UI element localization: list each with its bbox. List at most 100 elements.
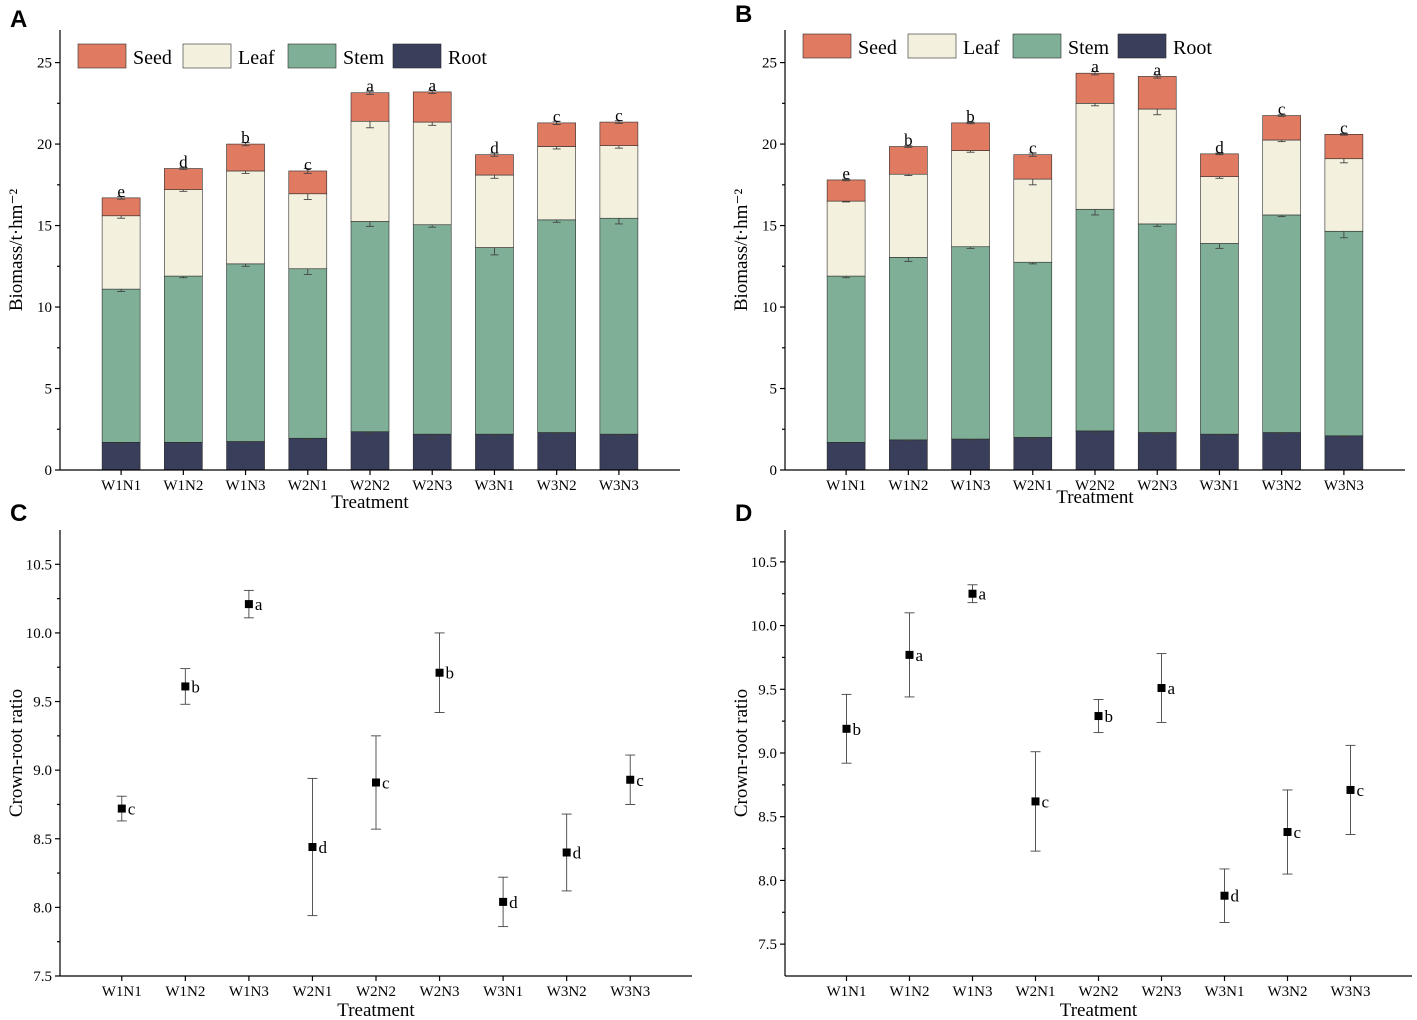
legend-swatch-leaf (182, 43, 232, 69)
bar-seed (1324, 133, 1364, 160)
significance-letter: b (1105, 707, 1114, 726)
x-tick-label: W2N1 (292, 984, 332, 1000)
significance-letter: a (1153, 60, 1161, 79)
x-tick-label: W1N3 (953, 984, 993, 1000)
bar-root (951, 438, 990, 471)
panel-letter: C (10, 500, 27, 527)
legend-label: Stem (1068, 37, 1110, 59)
bar-seed (412, 91, 452, 123)
bar-root (412, 433, 452, 471)
legend-swatch-stem (287, 43, 337, 69)
y-tick-label: 8.5 (33, 832, 52, 848)
bar-seed (475, 154, 514, 176)
bar-seed (288, 170, 328, 195)
significance-letter: c (1042, 792, 1050, 811)
bar-stem (1200, 243, 1239, 435)
bar-leaf (1262, 139, 1301, 216)
x-tick-label: W2N1 (1016, 984, 1056, 1000)
y-tick-label: 10 (37, 300, 52, 316)
bar-leaf (288, 193, 328, 270)
y-tick-label: 8.5 (758, 810, 777, 826)
bar-root (288, 437, 328, 471)
panel-letter: D (735, 500, 752, 527)
bar-root (475, 433, 514, 471)
y-tick-label: 15 (37, 219, 52, 235)
bar-stem (537, 219, 576, 433)
bar-stem (226, 263, 265, 442)
y-tick-label: 8.0 (758, 873, 777, 889)
significance-letter: d (509, 893, 518, 912)
x-tick-label: W1N1 (827, 984, 867, 1000)
significance-letter: e (842, 164, 850, 183)
x-tick-label: W2N3 (420, 984, 460, 1000)
y-tick-label: 20 (762, 137, 777, 153)
significance-letter: c (382, 774, 390, 793)
bar-stem (412, 224, 452, 435)
data-point (842, 724, 851, 733)
y-tick-label: 25 (37, 56, 52, 72)
x-tick-label: W1N2 (890, 984, 930, 1000)
bar-root (1137, 432, 1177, 471)
bar-root (1013, 437, 1053, 471)
bar-leaf (475, 174, 514, 248)
y-tick-label: 20 (37, 137, 52, 153)
x-tick-label: W1N1 (102, 984, 142, 1000)
significance-letter: d (318, 838, 327, 857)
panel-letter: B (735, 1, 752, 28)
significance-letter: c (1357, 781, 1365, 800)
x-axis-title: Treatment (1060, 1000, 1138, 1020)
y-tick-label: 9.5 (758, 682, 777, 698)
y-tick-label: 10.5 (751, 555, 777, 571)
bar-seed (951, 122, 990, 151)
x-tick-label: W3N3 (1331, 984, 1371, 1000)
bar-stem (1324, 230, 1364, 437)
x-tick-label: W3N3 (599, 478, 639, 494)
bar-seed (1200, 153, 1239, 177)
x-tick-label: W3N2 (537, 478, 577, 494)
x-tick-label: W3N1 (474, 478, 514, 494)
bar-stem (1262, 214, 1301, 433)
x-tick-label: W2N3 (412, 478, 452, 494)
bar-root (1075, 430, 1115, 471)
bar-root (1324, 435, 1364, 471)
data-point (372, 778, 380, 787)
y-axis-title: Crown-root ratio (731, 689, 752, 817)
significance-letter: c (636, 771, 644, 790)
data-point (1283, 828, 1292, 837)
y-tick-label: 5 (45, 382, 53, 398)
legend-label: Seed (858, 37, 897, 59)
bar-seed (1262, 115, 1301, 141)
bar-leaf (1200, 176, 1239, 244)
data-point (1220, 891, 1229, 900)
x-axis-title: Treatment (337, 1000, 415, 1020)
x-tick-label: W1N2 (165, 984, 205, 1000)
significance-letter: b (241, 128, 250, 147)
significance-letter: a (1091, 57, 1099, 76)
bar-root (537, 432, 576, 471)
significance-letter: a (979, 585, 987, 604)
x-tick-label: W1N1 (101, 478, 141, 494)
significance-letter: e (117, 182, 125, 201)
x-tick-label: W2N2 (1075, 478, 1115, 494)
bar-leaf (1075, 103, 1115, 210)
y-tick-label: 7.5 (758, 937, 777, 953)
legend-label: Leaf (238, 47, 275, 69)
significance-letter: d (490, 139, 499, 158)
legend-swatch-stem (1012, 33, 1062, 59)
bar-seed (889, 146, 928, 175)
y-tick-label: 10.0 (26, 626, 52, 642)
y-tick-label: 7.5 (33, 969, 52, 985)
data-point (308, 843, 317, 852)
legend-swatch-root (1117, 33, 1167, 59)
y-tick-label: 10.0 (751, 619, 777, 635)
significance-letter: b (191, 677, 200, 696)
x-tick-label: W3N1 (483, 984, 523, 1000)
bar-root (164, 441, 203, 471)
panel-a: Adededdcdddbbcddcabaabbaabcddaadcbadc051… (6, 6, 680, 513)
x-tick-label: W2N3 (1142, 984, 1182, 1000)
x-tick-label: W1N3 (951, 478, 991, 494)
significance-letter: d (1215, 138, 1224, 157)
bar-stem (951, 246, 990, 440)
bar-seed (1075, 72, 1115, 104)
x-tick-label: W1N3 (226, 478, 266, 494)
